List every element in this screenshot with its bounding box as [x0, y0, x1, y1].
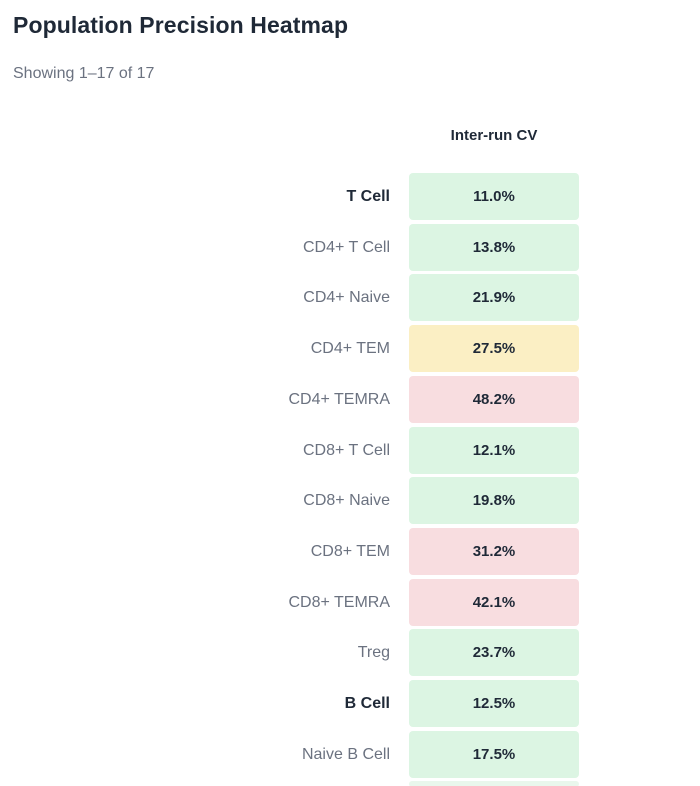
page-title: Population Precision Heatmap — [13, 12, 349, 38]
row-label: Naive B Cell — [301, 745, 390, 763]
heatmap-cell[interactable]: 17.5% — [409, 730, 579, 778]
row-label: B Cell — [344, 695, 390, 712]
row-label: T Cell — [346, 188, 390, 205]
heatmap-row: Naive B Cell 17.5% — [0, 730, 700, 778]
row-label: CD8+ TEMRA — [288, 593, 390, 611]
row-label: CD4+ Naive — [303, 289, 390, 307]
heatmap-cell[interactable]: 13.8% — [409, 223, 579, 271]
heatmap-cell[interactable]: 27.5% — [409, 325, 579, 373]
row-label: Treg — [357, 644, 390, 662]
heatmap-cell[interactable]: 48.2% — [409, 375, 579, 423]
heatmap-row: CD8+ Naive 19.8% — [0, 477, 700, 525]
row-label: CD8+ Naive — [303, 492, 390, 510]
heatmap-cell[interactable]: 19.8% — [409, 477, 579, 525]
heatmap-cell[interactable]: 31.2% — [409, 527, 579, 575]
heatmap-row: CD4+ T Cell 13.8% — [0, 223, 700, 271]
heatmap-row: B Cell 12.5% — [0, 680, 700, 727]
heatmap-row: T Cell 11.0% — [0, 173, 700, 220]
heatmap-row: CD4+ TEMRA 48.2% — [0, 375, 700, 423]
heatmap-cell[interactable]: 12.1% — [409, 426, 579, 474]
heatmap-row: Treg 23.7% — [0, 629, 700, 677]
heatmap-cell[interactable]: 21.9% — [409, 274, 579, 322]
pagination-summary: Showing 1–17 of 17 — [13, 65, 155, 82]
column-header-inter-run-cv: Inter-run CV — [450, 127, 538, 144]
heatmap-row: CD4+ TEM 27.5% — [0, 325, 700, 373]
heatmap-row: CD8+ TEMRA 42.1% — [0, 578, 700, 626]
heatmap-cell[interactable]: 12.5% — [409, 680, 579, 727]
row-label: CD8+ TEM — [310, 542, 390, 560]
row-label: CD8+ T Cell — [303, 441, 390, 459]
row-label: CD4+ T Cell — [303, 238, 390, 256]
heatmap-row: CD8+ T Cell 12.1% — [0, 426, 700, 474]
heatmap-cell[interactable]: 11.0% — [409, 173, 579, 220]
row-label: CD4+ TEM — [310, 340, 390, 358]
heatmap-cell[interactable]: 23.7% — [409, 629, 579, 677]
heatmap-cell-partial — [409, 781, 579, 786]
heatmap-row: CD8+ TEM 31.2% — [0, 527, 700, 575]
row-label: CD4+ TEMRA — [288, 390, 390, 408]
heatmap-row: CD4+ Naive 21.9% — [0, 274, 700, 322]
heatmap-cell[interactable]: 42.1% — [409, 578, 579, 626]
